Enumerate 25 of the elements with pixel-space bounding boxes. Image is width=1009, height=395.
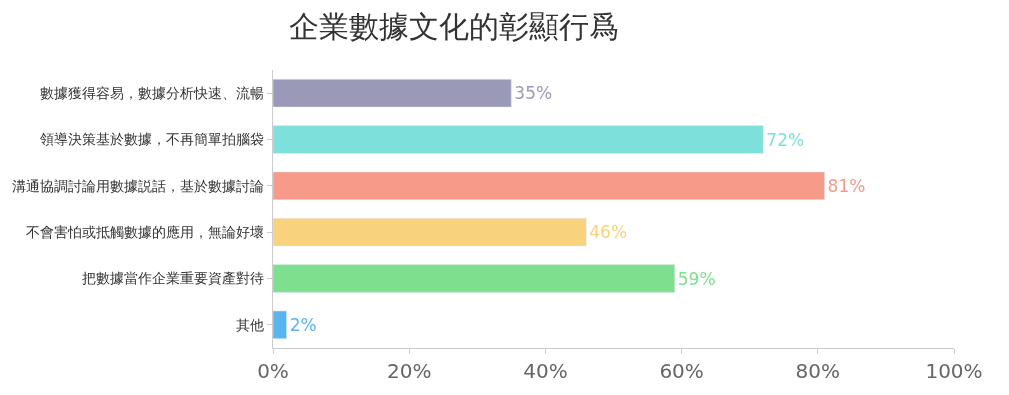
- bar: [273, 79, 512, 108]
- y-tick-label: 領導決策基於數據，不再簡單拍腦袋: [40, 131, 265, 148]
- data-label: 2%: [289, 314, 317, 335]
- x-tick-label: 40%: [523, 359, 568, 383]
- y-tick-label: 其他: [236, 316, 265, 333]
- data-label: 35%: [514, 83, 553, 104]
- y-tick-label: 把數據當作企業重要資產對待: [82, 270, 265, 287]
- y-tick-label: 溝通協調討論用數據説話，基於數據討論: [12, 177, 265, 194]
- x-tick-label: 60%: [659, 359, 704, 383]
- x-tick-label: 80%: [795, 359, 841, 383]
- data-label: 46%: [589, 222, 628, 243]
- x-tick-label: 0%: [257, 359, 289, 383]
- data-label: 72%: [766, 129, 805, 150]
- bar: [273, 264, 676, 293]
- chart-title: 企業數據文化的彰顯行爲: [289, 8, 620, 44]
- data-label: 59%: [677, 268, 716, 289]
- y-tick-label: 數據獲得容易，數據分析快速、流暢: [40, 85, 265, 102]
- bar: [273, 171, 825, 200]
- bar: [273, 218, 587, 247]
- y-tick-label: 不會害怕或抵觸數據的應用，無論好壞: [26, 224, 265, 241]
- bar: [273, 310, 287, 339]
- x-tick-label: 100%: [925, 359, 983, 383]
- x-tick-label: 20%: [386, 359, 432, 383]
- bar: [273, 125, 764, 154]
- data-label: 81%: [827, 175, 866, 196]
